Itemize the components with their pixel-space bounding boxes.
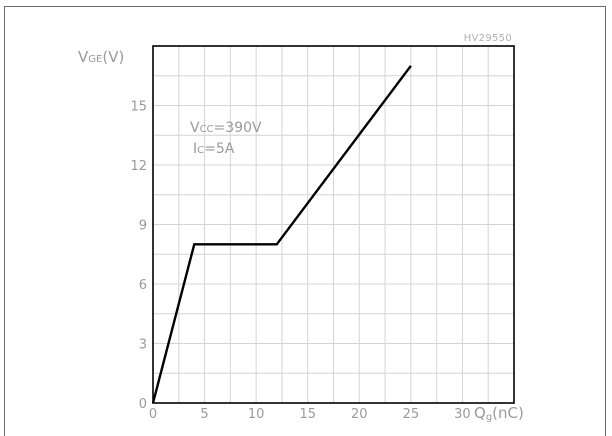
reference-label: HV29550 — [464, 33, 512, 44]
x-tick-label: 30 — [454, 407, 471, 422]
x-tick-label: 15 — [299, 407, 316, 422]
x-axis-label: Qg(nC) — [474, 404, 524, 423]
tick-labels: 0 5 10 15 20 25 30 0 3 6 9 12 15 — [130, 100, 470, 423]
grid — [153, 46, 514, 403]
x-tick-label: 25 — [403, 407, 420, 422]
y-tick-label: 9 — [139, 219, 147, 234]
x-tick-label: 20 — [351, 407, 368, 422]
y-tick-label: 0 — [139, 397, 147, 412]
y-tick-label: 12 — [130, 159, 147, 174]
y-axis-label: VGE(V) — [78, 48, 124, 66]
x-tick-label: 10 — [248, 407, 265, 422]
y-tick-label: 6 — [139, 278, 147, 293]
figure-frame — [4, 6, 606, 436]
x-tick-label: 0 — [149, 407, 157, 422]
annotation-vcc: VCC=390V — [190, 120, 262, 136]
plot-area-border — [152, 45, 515, 404]
x-tick-label: 5 — [200, 407, 208, 422]
annotation-ic: IC=5A — [193, 141, 235, 157]
series-line — [151, 65, 412, 404]
y-tick-label: 15 — [130, 100, 147, 115]
y-tick-label: 3 — [139, 338, 147, 353]
